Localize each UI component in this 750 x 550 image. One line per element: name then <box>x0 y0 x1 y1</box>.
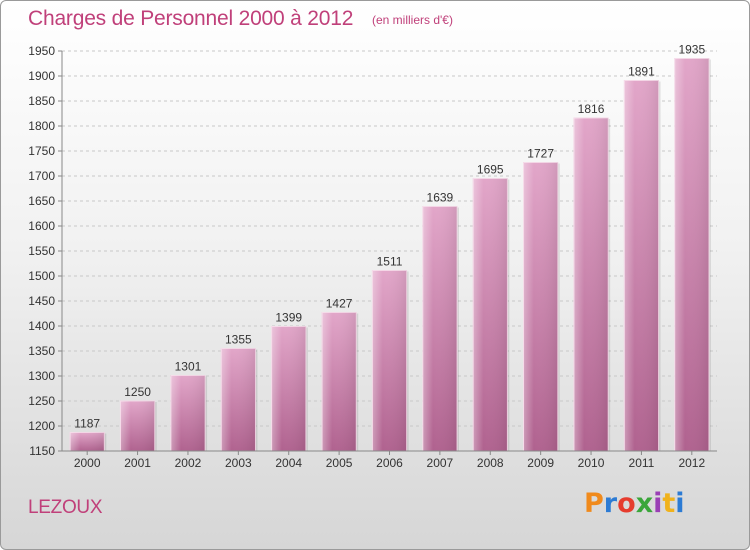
value-label: 1695 <box>477 163 504 177</box>
bar-shine <box>271 326 306 451</box>
x-tick-label: 2010 <box>578 456 605 470</box>
value-label: 1187 <box>74 417 100 431</box>
bar-shine <box>523 162 558 451</box>
chart-subtitle: (en milliers d'€) <box>372 13 453 27</box>
bar-shine <box>70 432 105 451</box>
y-tick-label: 1350 <box>28 344 55 358</box>
value-label: 1891 <box>628 65 655 79</box>
value-label: 1639 <box>427 191 454 205</box>
bar-2010 <box>573 117 611 452</box>
bar-shine <box>573 118 609 451</box>
y-tick-label: 1950 <box>28 44 55 58</box>
bar-shine <box>422 206 458 451</box>
y-tick-label: 1300 <box>28 369 55 383</box>
x-tick-label: 2009 <box>527 456 554 470</box>
y-tick-label: 1450 <box>28 294 55 308</box>
logo-letter: i <box>653 488 663 519</box>
bar-2007 <box>422 206 460 452</box>
x-tick-label: 2000 <box>74 456 101 470</box>
bar-shine <box>674 58 709 451</box>
bar-2009 <box>523 162 560 452</box>
value-label: 1250 <box>124 385 151 399</box>
bar-shine <box>170 375 206 451</box>
bar-2005 <box>321 312 359 452</box>
x-tick-label: 2007 <box>427 456 454 470</box>
y-tick-label: 1650 <box>28 194 55 208</box>
value-labels: 1187 1250 1301 1355 1399 1427 1511 1639 1695 1727… <box>74 43 705 431</box>
bar-shine <box>372 270 407 451</box>
bar-shine <box>473 178 508 451</box>
y-tick-label: 1150 <box>29 444 55 458</box>
y-tick-label: 1400 <box>28 319 55 333</box>
logo-letter: P <box>584 488 604 519</box>
x-tick-label: 2006 <box>376 456 403 470</box>
value-label: 1427 <box>326 297 353 311</box>
logo-letter: o <box>617 488 636 519</box>
value-label: 1399 <box>275 311 302 325</box>
logo-letter: x <box>635 488 654 519</box>
x-axis-ticks: 2000 2001 2002 2003 2004 2005 2006 2007 2008 2009… <box>74 451 705 470</box>
bar-2006 <box>371 270 409 452</box>
city-name: LEZOUX <box>28 497 103 518</box>
x-tick-label: 2012 <box>678 456 705 470</box>
logo-letter: t <box>662 488 676 519</box>
logo-letter: i <box>675 488 685 519</box>
y-tick-label: 1900 <box>28 69 55 83</box>
logo-letter: r <box>603 488 618 519</box>
bar-shine <box>221 348 256 451</box>
y-axis-ticks: 1150 1200 1250 1300 1350 1400 1450 1500 1550 1600… <box>28 44 62 458</box>
bar-2001 <box>119 400 157 452</box>
x-tick-label: 2004 <box>275 456 302 470</box>
value-label: 1816 <box>578 102 605 116</box>
x-tick-label: 2001 <box>124 456 151 470</box>
x-tick-label: 2002 <box>175 456 202 470</box>
bar-2011 <box>623 80 661 452</box>
bar-2003 <box>220 348 258 452</box>
bars <box>69 58 711 452</box>
proxiti-logo: Proxiti <box>584 488 685 519</box>
bar-shine <box>120 401 155 451</box>
value-label: 1935 <box>678 43 705 57</box>
x-tick-label: 2008 <box>477 456 504 470</box>
chart-title: Charges de Personnel 2000 à 2012 <box>28 7 354 30</box>
y-tick-label: 1550 <box>28 244 55 258</box>
y-tick-label: 1850 <box>28 94 55 108</box>
bar-shine <box>321 312 357 451</box>
bar-2002 <box>170 375 208 452</box>
value-label: 1511 <box>377 255 403 269</box>
bar-2004 <box>271 326 308 452</box>
y-tick-label: 1200 <box>28 419 55 433</box>
value-label: 1355 <box>225 333 252 347</box>
value-label: 1301 <box>175 360 202 374</box>
value-label: 1727 <box>527 147 554 161</box>
bar-shine <box>624 80 659 451</box>
y-tick-label: 1600 <box>28 219 55 233</box>
x-tick-label: 2005 <box>326 456 353 470</box>
bar-2012 <box>674 58 711 452</box>
y-tick-label: 1800 <box>28 119 55 133</box>
bar-2008 <box>472 178 510 452</box>
y-tick-label: 1750 <box>28 144 55 158</box>
y-tick-label: 1700 <box>28 169 55 183</box>
x-tick-label: 2011 <box>629 456 655 470</box>
y-tick-label: 1500 <box>28 269 55 283</box>
x-tick-label: 2003 <box>225 456 252 470</box>
bar-2000 <box>69 432 107 452</box>
y-tick-label: 1250 <box>28 394 55 408</box>
